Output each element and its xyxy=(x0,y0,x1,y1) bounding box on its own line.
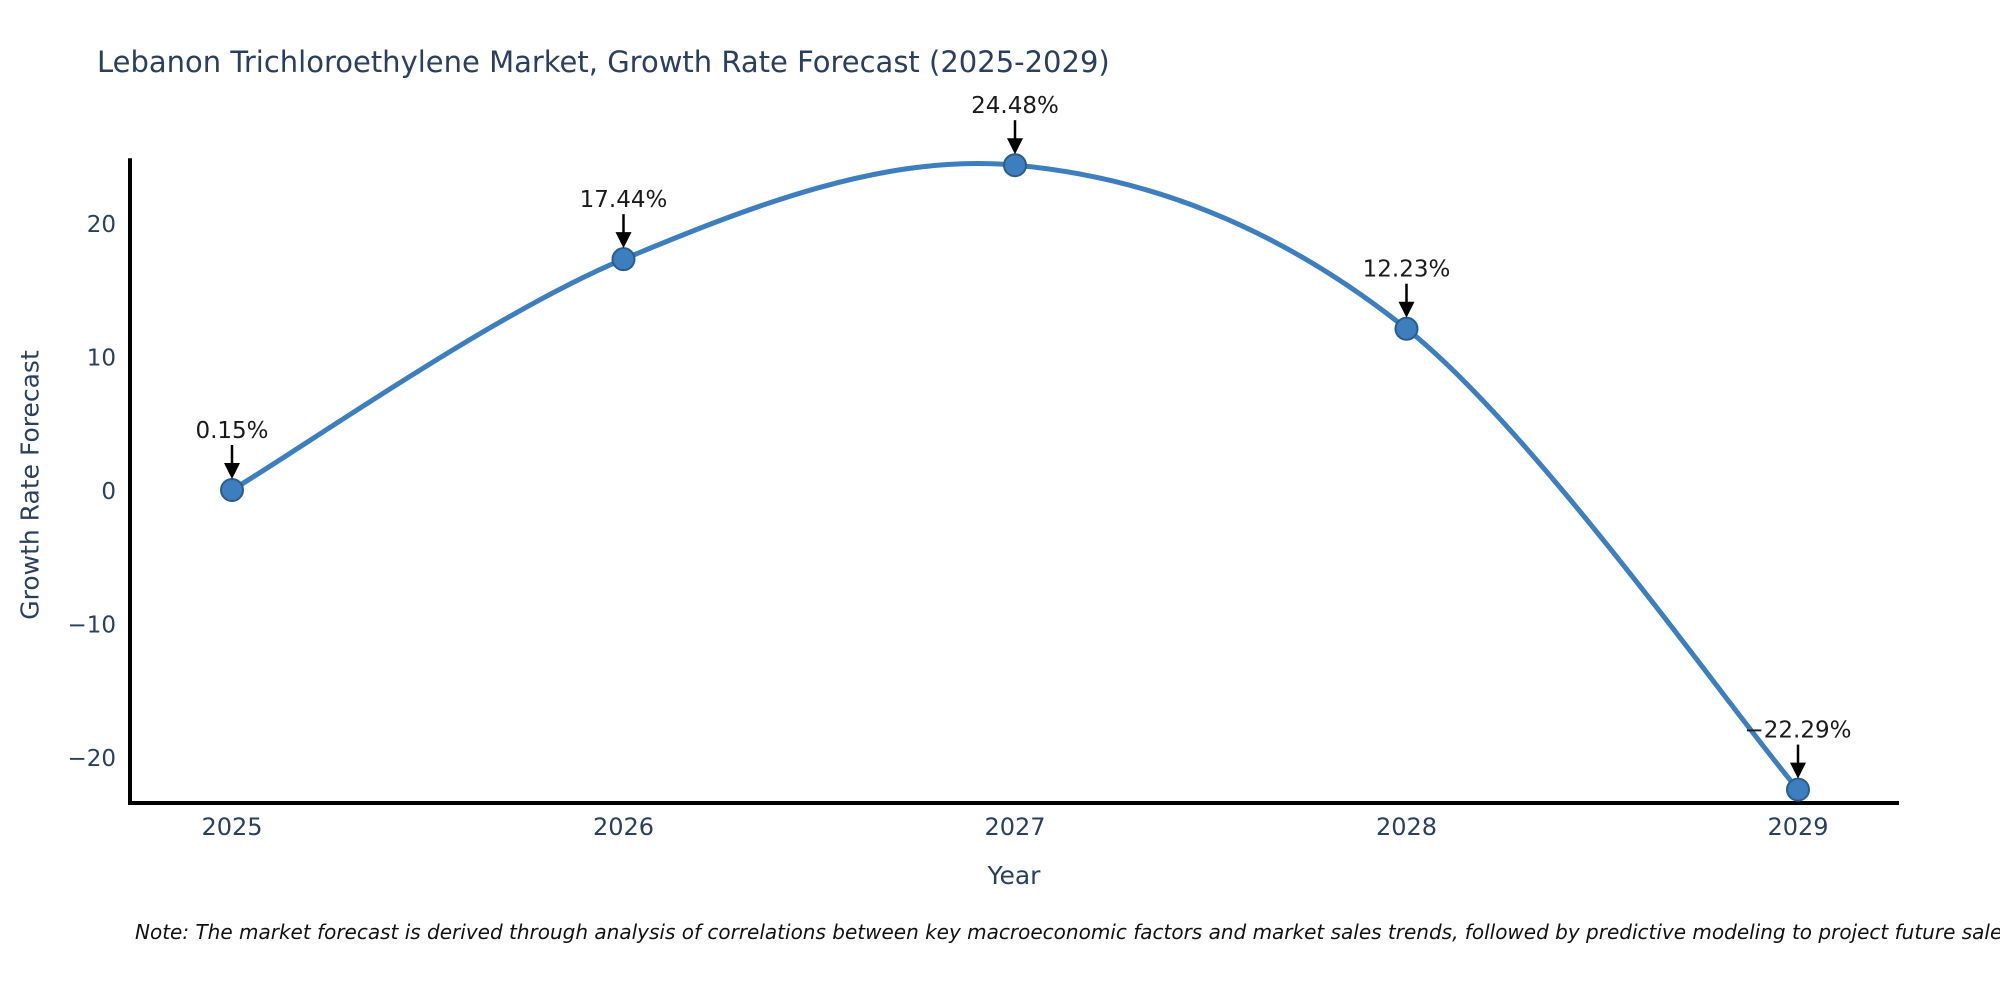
chart-title: Lebanon Trichloroethylene Market, Growth… xyxy=(97,45,1110,79)
annotation-arrowhead xyxy=(1398,301,1415,318)
y-tick-label: 10 xyxy=(87,346,116,372)
annotation-arrowhead xyxy=(615,232,632,249)
data-point-label: 0.15% xyxy=(195,418,268,444)
y-tick-label: 0 xyxy=(101,479,116,505)
forecast-line xyxy=(229,161,1801,793)
footnote-text: Note: The market forecast is derived thr… xyxy=(135,920,2000,944)
x-axis-title: Year xyxy=(987,861,1041,890)
data-point-label: 12.23% xyxy=(1363,257,1451,283)
data-point-marker xyxy=(1003,153,1027,178)
y-tick-label: −20 xyxy=(67,746,116,772)
x-tick-label: 2029 xyxy=(1767,813,1828,841)
y-tick-label: −10 xyxy=(67,613,116,639)
data-point-marker xyxy=(611,247,636,272)
x-tick-label: 2025 xyxy=(201,813,262,841)
data-point-label: −22.29% xyxy=(1745,718,1852,744)
data-point-label: 17.44% xyxy=(580,187,668,213)
annotation-arrowhead xyxy=(1790,762,1806,779)
x-tick-label: 2027 xyxy=(984,813,1045,841)
data-point-marker xyxy=(1394,316,1419,341)
data-point-marker xyxy=(1786,777,1810,802)
x-tick-label: 2026 xyxy=(593,813,654,841)
data-point-marker xyxy=(220,477,244,502)
annotation-arrowhead xyxy=(1007,138,1023,155)
data-point-label: 24.48% xyxy=(971,93,1059,119)
x-tick-label: 2028 xyxy=(1376,813,1437,841)
annotation-arrowhead xyxy=(224,462,240,479)
y-tick-label: 20 xyxy=(87,212,116,238)
